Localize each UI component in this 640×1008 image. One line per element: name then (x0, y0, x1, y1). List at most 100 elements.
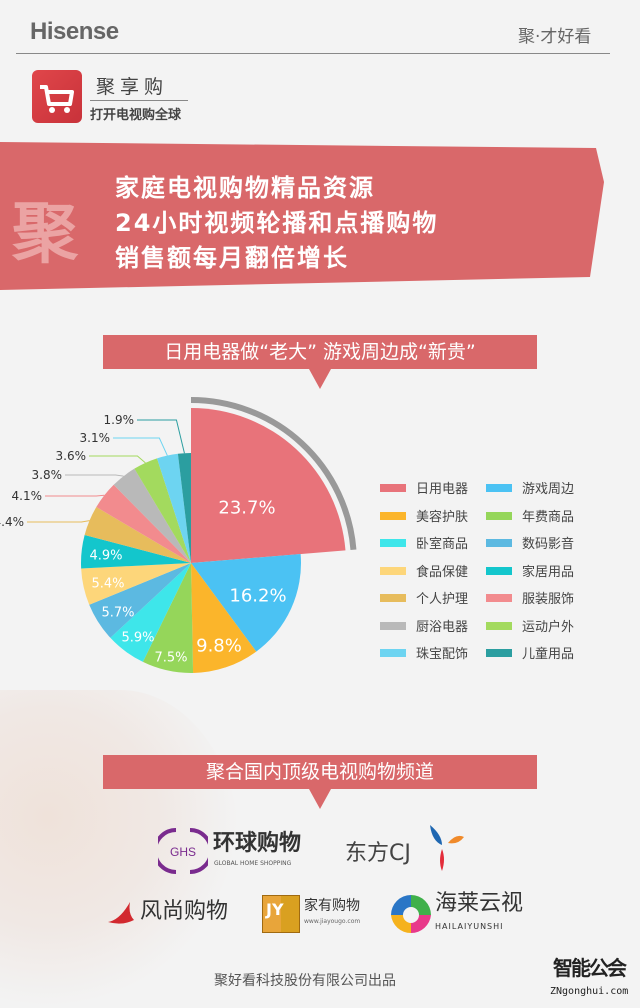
banner-line-1: 家庭电视购物精品资源 (115, 174, 375, 202)
app-tagline: 打开电视购全球 (90, 108, 182, 123)
ghs-mark: GHS (170, 845, 196, 859)
shopping-cart-icon (32, 70, 82, 123)
background-photo (0, 690, 240, 1008)
pie-label: 5.7% (101, 606, 134, 621)
legend-label: 个人护理 (416, 592, 469, 607)
legend-swatch (486, 621, 512, 630)
pie-slice-3 (191, 563, 257, 673)
legend-item: 数码影音 (486, 533, 586, 553)
legend-label: 数码影音 (522, 537, 575, 552)
leader-line (27, 520, 90, 523)
header-divider (16, 53, 610, 54)
section-pointer (309, 789, 331, 809)
watermark-url: ZNgonghui.com (550, 986, 629, 997)
legend-item: 服装服饰 (486, 588, 586, 608)
banner-line-3: 销售额每月翻倍增长 (115, 244, 349, 272)
legend-label: 厨浴电器 (416, 619, 469, 635)
partner-subtitle: HAILAIYUNSHI (435, 922, 504, 931)
legend-swatch (380, 621, 406, 630)
pie-slice-4 (142, 563, 194, 673)
section-title-categories: 日用电器做“老大” 游戏周边成“新贵” (103, 335, 537, 369)
legend-item: 厨浴电器 (380, 616, 480, 636)
legend-swatch (486, 594, 512, 602)
footer-credit: 聚好看科技股份有限公司出品 (214, 973, 396, 989)
header-slogan: 聚·才好看 (518, 27, 592, 47)
pie-slice-14 (177, 453, 191, 563)
leader-line (45, 494, 105, 497)
legend-label: 家居用品 (522, 564, 575, 580)
pie-label: 9.8% (196, 635, 242, 656)
legend-item: 珠宝配饰 (380, 643, 480, 663)
banner-background (0, 142, 604, 290)
pie-slice-5 (110, 563, 191, 662)
legend-label: 服装服饰 (522, 592, 575, 607)
legend-swatch (380, 539, 406, 547)
partner-subtitle: GLOBAL HOME SHOPPING (214, 860, 292, 867)
pie-chart: 23.7% 16.2% 9.8% 7.5%5.9% 5.7% 5.4% 4.9% 4.4% 4.… (0, 397, 357, 673)
legend-label: 珠宝配饰 (416, 647, 469, 662)
pie-label: 3.8% (32, 468, 63, 482)
legend-item: 家居用品 (486, 561, 586, 581)
legend-item: 游戏周边 (486, 478, 586, 498)
partner-name: 环球购物 (213, 831, 302, 856)
pie-slice-11 (113, 468, 191, 563)
pie-label: 1.9% (104, 413, 135, 427)
section-title-channels: 聚合国内顶级电视购物频道 (103, 755, 537, 789)
leader-line (137, 419, 185, 454)
leader-line (65, 474, 124, 477)
watermark-logo: 智能公会 (553, 956, 627, 980)
pie-slice-12 (134, 458, 191, 563)
legend-item: 美容护肤 (380, 506, 480, 526)
partner-logo-fengshang: 风尚购物 (140, 899, 229, 924)
legend-item: 个人护理 (380, 588, 480, 608)
pie-slice-8 (80, 534, 191, 569)
pie-slice-10 (96, 484, 191, 563)
hailai-emblem-icon (391, 895, 431, 934)
legend-item: 运动户外 (486, 616, 586, 636)
legend-item: 卧室商品 (380, 533, 480, 553)
legend-item: 儿童用品 (486, 643, 586, 663)
legend-swatch (486, 511, 512, 520)
legend-swatch (380, 594, 406, 602)
pie-label: 23.7% (218, 497, 275, 518)
pie-label: 5.9% (121, 631, 154, 646)
jiayou-emblem-icon: JY (262, 895, 300, 933)
banner-big-char: 聚 (12, 195, 78, 272)
pie-label: 3.1% (80, 431, 111, 445)
partner-logo-dongfang-cj: 东方CJ (345, 841, 411, 866)
section-pointer (309, 369, 331, 389)
legend-label: 年费商品 (522, 509, 575, 525)
pie-label: 4.9% (89, 549, 122, 564)
leader-line (89, 455, 146, 464)
legend-label: 食品保健 (416, 564, 469, 580)
legend-swatch (380, 511, 406, 520)
legend-swatch (380, 649, 406, 657)
pie-slice-9 (84, 507, 191, 563)
pie-label: 7.5% (154, 651, 187, 666)
legend-swatch (486, 566, 512, 575)
legend-item: 年费商品 (486, 506, 586, 526)
legend-label: 卧室商品 (416, 537, 469, 552)
legend-swatch (380, 484, 406, 492)
highlight-arc (190, 397, 357, 550)
hisense-logo: Hisense (30, 18, 119, 45)
legend-label: 儿童用品 (522, 647, 575, 662)
app-divider (90, 100, 188, 101)
leader-line (113, 437, 168, 456)
legend-label: 运动户外 (522, 619, 575, 635)
cj-flower-icon (430, 825, 464, 871)
app-name: 聚享购 (96, 76, 169, 98)
legend-swatch (380, 566, 406, 575)
partner-logo-ghs: GHS (153, 826, 213, 880)
pie-slice-6 (89, 563, 191, 638)
legend-item: 日用电器 (380, 478, 480, 498)
pie-slice-13 (157, 453, 191, 563)
ghs-emblem-icon: GHS (153, 828, 213, 874)
pie-slice-7 (81, 563, 191, 605)
pie-label: 5.4% (91, 577, 124, 592)
pie-label: 3.6% (56, 449, 87, 463)
legend-swatch (486, 484, 512, 492)
legend-label: 游戏周边 (522, 482, 575, 497)
legend-label: 日用电器 (416, 482, 469, 497)
partner-subtitle: www.jiayougo.com (304, 918, 361, 925)
